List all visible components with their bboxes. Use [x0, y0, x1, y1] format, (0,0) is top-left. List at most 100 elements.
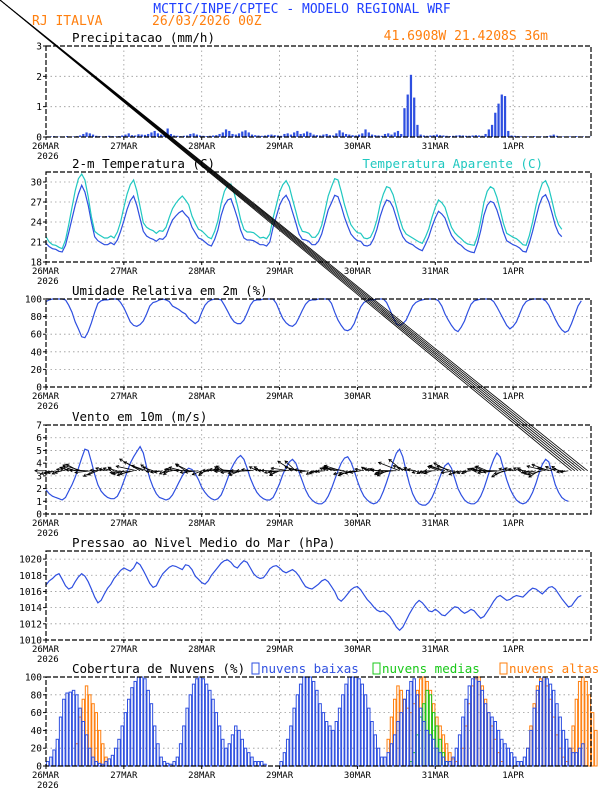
- cloud-bar-nuvens-baixas: [506, 747, 510, 767]
- wind-arrow-head: [284, 460, 289, 464]
- cloud-bar-nuvens-baixas: [289, 725, 293, 767]
- cloud-bar-nuvens-baixas: [321, 712, 326, 767]
- wind-arrow-head: [338, 471, 343, 476]
- wind-arrow-head: [123, 461, 128, 465]
- wind-arrow-head: [388, 458, 392, 463]
- cloud-bar-nuvens-baixas: [227, 743, 232, 767]
- wind-arrow-head: [213, 467, 217, 472]
- wind-arrow: [412, 470, 420, 473]
- wind-arrow: [66, 463, 79, 472]
- x-tick-label: 28MAR: [188, 645, 216, 655]
- cloud-bar-nuvens-baixas: [561, 729, 566, 767]
- wind-arrow-head: [512, 467, 517, 471]
- cloud-bar-nuvens-baixas: [84, 734, 89, 767]
- y-tick-label: 1018: [19, 571, 42, 582]
- cloud-bar-nuvens-baixas: [402, 698, 407, 767]
- cloud-bar-nuvens-baixas: [221, 738, 225, 767]
- wind-arrow-head: [477, 468, 482, 473]
- precip-bar: [234, 134, 237, 137]
- wind-arrow: [0, 0, 589, 472]
- wind-arrow-head: [370, 468, 375, 473]
- cloud-bar-nuvens-baixas: [370, 721, 374, 767]
- wind-arrow: [521, 470, 530, 474]
- precip-bar: [507, 130, 510, 137]
- cloud-bar-nuvens-baixas: [474, 676, 478, 767]
- precip-bar: [481, 135, 484, 137]
- cloud-bar-nuvens-baixas: [214, 712, 219, 767]
- y-tick-label: 2: [36, 72, 42, 83]
- y-tick-label: 2: [36, 484, 42, 495]
- cloud-bar-nuvens-baixas: [62, 698, 66, 767]
- x-tick-label: 30MAR: [344, 392, 372, 402]
- precip-bar: [452, 135, 455, 137]
- wind-arrow-head: [277, 460, 281, 464]
- x-tick-label: 30MAR: [344, 645, 372, 655]
- precip-bar: [250, 134, 254, 137]
- precip-bar: [237, 133, 241, 137]
- precip-bar: [526, 136, 529, 137]
- wind-arrow-head: [165, 467, 170, 472]
- precip-bar: [228, 130, 231, 137]
- wind-arrow-head: [153, 470, 158, 474]
- cloud-bar-nuvens-baixas: [49, 756, 53, 767]
- wind-arrow-head: [403, 466, 408, 471]
- wind-arrow-head: [98, 467, 103, 472]
- wind-arrow-head: [316, 469, 320, 473]
- x-tick-label: 26MAR: [32, 771, 60, 781]
- x-tick-label: 31MAR: [422, 645, 450, 655]
- cloud-bar-nuvens-baixas: [558, 716, 562, 767]
- cloud-bar-nuvens-baixas: [526, 747, 530, 767]
- cloud-bar-nuvens-baixas: [425, 729, 429, 767]
- cloud-bar-nuvens-baixas: [282, 752, 287, 767]
- cloud-bar-nuvens-baixas: [418, 707, 423, 767]
- precip-bar: [257, 135, 260, 137]
- wind-arrow-head: [491, 474, 495, 478]
- x-tick-label: 28MAR: [188, 392, 216, 402]
- x-tick-label: 26MAR: [32, 142, 60, 152]
- wind-arrow-head: [503, 467, 508, 471]
- wind-arrow: [537, 467, 553, 472]
- y-tick-label: 0: [36, 383, 42, 394]
- wind-arrow: [74, 470, 92, 473]
- wind-arrow: [428, 465, 442, 472]
- legend-swatch: [372, 662, 381, 675]
- x-tick-label: 30MAR: [344, 267, 372, 277]
- precip-bar: [367, 132, 370, 137]
- precip-bar: [173, 135, 176, 137]
- wind-arrow: [294, 469, 306, 472]
- cloud-bar-nuvens-baixas: [464, 698, 468, 767]
- cloud-bar-nuvens-baixas: [438, 752, 442, 767]
- wind-arrow-head: [198, 470, 203, 475]
- precip-bar: [296, 130, 299, 137]
- y-tick-label: 7: [36, 421, 42, 432]
- cloud-bar-nuvens-baixas: [577, 747, 582, 767]
- cloud-bar-nuvens-baixas: [516, 761, 520, 767]
- wind-arrow-head: [375, 470, 380, 475]
- precip-bar: [137, 134, 140, 137]
- wind-arrow-head: [53, 470, 58, 474]
- precip-bar: [312, 134, 315, 137]
- cloud-bar-nuvens-altas: [590, 712, 595, 767]
- cloud-bar-nuvens-baixas: [175, 756, 180, 767]
- wind-arrow-head: [253, 466, 258, 470]
- x-tick-label: 27MAR: [110, 771, 138, 781]
- x-tick-label: 29MAR: [266, 519, 294, 529]
- wind-arrow: [429, 465, 446, 472]
- precip-bar: [357, 134, 361, 137]
- cloud-bar-nuvens-baixas: [250, 756, 254, 767]
- cloud-bar-nuvens-baixas: [260, 761, 264, 767]
- cloud-bar-nuvens-baixas: [279, 761, 283, 767]
- panel-precip: 0 1 2 3 26MAR 27MAR 28MAR 29MAR 30MAR 31MAR 1APR 20…: [32, 30, 592, 162]
- wind-arrow-head: [323, 464, 328, 469]
- cloud-bar-nuvens-baixas: [571, 752, 575, 767]
- cloud-bar-nuvens-baixas: [360, 683, 365, 767]
- cloud-bar-nuvens-baixas: [55, 738, 60, 767]
- series-line-pressure-0: [45, 559, 582, 632]
- cloud-bar-nuvens-baixas: [341, 694, 345, 767]
- precip-bar: [78, 135, 82, 137]
- cloud-bar-nuvens-baixas: [522, 756, 527, 767]
- cloud-bar-nuvens-baixas: [88, 747, 92, 767]
- precip-bar: [409, 74, 413, 137]
- cloud-bar-nuvens-baixas: [334, 721, 339, 767]
- precip-bar: [341, 132, 344, 137]
